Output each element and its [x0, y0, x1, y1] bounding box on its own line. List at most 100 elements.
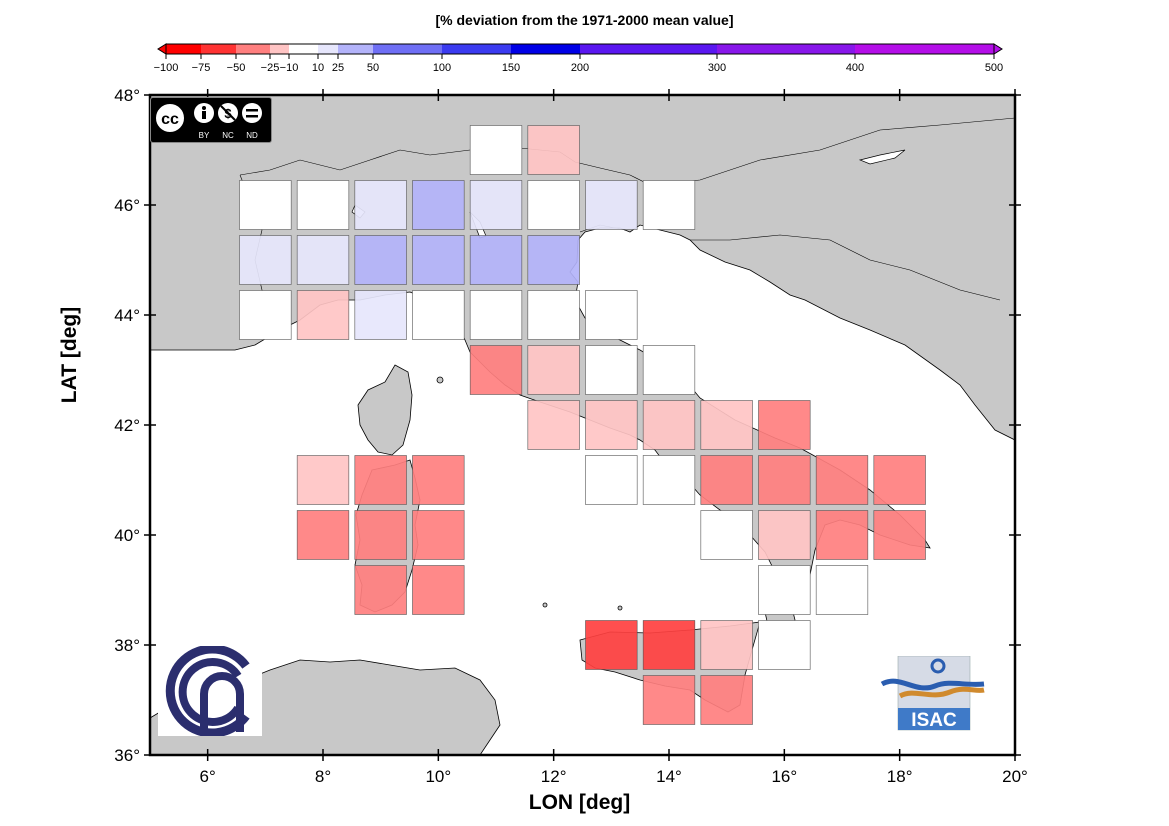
anomaly-cell: [354, 235, 407, 285]
colorbar-swatch: [855, 44, 994, 54]
colorbar-tick-label: 10: [312, 62, 324, 74]
anomaly-cell: [700, 620, 753, 670]
anomaly-cell: [642, 620, 696, 670]
anomaly-cell: [758, 400, 811, 450]
anomaly-cell: [873, 455, 926, 505]
anomaly-cell: [585, 180, 638, 230]
lake-icon: [858, 149, 906, 165]
colorbar-tick-label: −50: [227, 62, 246, 74]
anomaly-cell: [469, 180, 523, 230]
isac-label: ISAC: [911, 710, 957, 731]
anomaly-cell: [815, 510, 869, 560]
anomaly-cell: [700, 400, 753, 450]
colorbar-swatch: [373, 44, 442, 54]
anomaly-cell: [585, 400, 638, 450]
colorbar-tick-label: −75: [192, 62, 211, 74]
anomaly-cell: [354, 510, 407, 560]
anomaly-cell: [296, 455, 350, 505]
colorbar-tick-label: −25: [261, 62, 280, 74]
land-small-island: [617, 605, 623, 611]
anomaly-cell: [296, 235, 350, 285]
anomaly-cell: [585, 290, 638, 340]
anomaly-cell: [758, 510, 811, 560]
colorbar-swatch: [236, 44, 270, 54]
anomaly-cell: [239, 180, 292, 230]
colorbar-swatch: [580, 44, 717, 54]
anomaly-cell: [700, 675, 753, 725]
license-label-nc: NC: [222, 131, 234, 140]
anomaly-cell: [642, 675, 696, 725]
anomaly-cell: [354, 180, 407, 230]
colorbar-swatch: [289, 44, 318, 54]
anomaly-cell: [758, 620, 811, 670]
x-axis-label: LON [deg]: [528, 791, 631, 814]
anomaly-cell: [585, 455, 638, 505]
land-corsica: [357, 364, 413, 456]
cc-license-badge: cc $ BY NC ND: [150, 97, 272, 143]
anomaly-cell: [758, 455, 811, 505]
colorbar-swatch: [318, 44, 338, 54]
anomaly-cell: [642, 345, 696, 395]
anomaly-cell: [354, 290, 407, 340]
colorbar-tick-label: 400: [846, 62, 864, 74]
anomaly-cell: [412, 565, 465, 615]
cc-icon: [154, 102, 186, 134]
colorbar-tick-label: 50: [367, 62, 379, 74]
y-tick-label: 38°: [114, 636, 140, 655]
x-tick-label: 14°: [656, 767, 682, 786]
colorbar-swatch: [717, 44, 855, 54]
anomaly-cell: [642, 180, 696, 230]
anomaly-cell: [296, 180, 350, 230]
wave-icon: [880, 678, 985, 691]
anomaly-cell: [642, 455, 696, 505]
colorbar-tick-label: 25: [332, 62, 344, 74]
border-line: [649, 117, 1015, 186]
x-tick-label: 20°: [1002, 767, 1028, 786]
anomaly-cell: [642, 400, 696, 450]
colorbar-tick-label: 500: [985, 62, 1003, 74]
anomaly-cell: [239, 290, 292, 340]
anomaly-cells: [239, 125, 926, 725]
colorbar-swatch: [442, 44, 511, 54]
anomaly-cell: [469, 235, 523, 285]
anomaly-cell: [296, 510, 350, 560]
anomaly-cell: [527, 180, 580, 230]
license-label-nd: ND: [246, 131, 258, 140]
y-tick-label: 44°: [114, 306, 140, 325]
anomaly-cell: [469, 125, 523, 175]
colorbar-swatch: [511, 44, 580, 54]
colorbar-tick-label: −100: [154, 62, 179, 74]
anomaly-cell: [354, 565, 407, 615]
y-tick-label: 46°: [114, 196, 140, 215]
x-tick-label: 8°: [315, 767, 331, 786]
y-tick-label: 36°: [114, 746, 140, 765]
land-small-island: [542, 602, 548, 608]
x-tick-label: 12°: [541, 767, 567, 786]
y-tick-label: 40°: [114, 526, 140, 545]
colorbar-swatch: [201, 44, 236, 54]
colorbar-title: [% deviation from the 1971-2000 mean val…: [435, 12, 734, 28]
svg-text:cc: cc: [161, 111, 179, 128]
anomaly-cell: [527, 345, 580, 395]
anomaly-cell: [700, 510, 753, 560]
y-tick-label: 48°: [114, 86, 140, 105]
colorbar-swatch: [166, 44, 201, 54]
colorbar-swatch: [338, 44, 373, 54]
y-tick-label: 42°: [114, 416, 140, 435]
x-tick-label: 18°: [887, 767, 913, 786]
anomaly-cell: [412, 290, 465, 340]
license-label-by: BY: [199, 131, 210, 140]
anomaly-cell: [412, 510, 465, 560]
colorbar-tick-label: 150: [502, 62, 520, 74]
anomaly-cell: [469, 345, 523, 395]
border-line: [690, 234, 1001, 301]
axis-ticks: 6° 8° 10° 12° 14° 16° 18° 20° 36° 38° 40° 42° 44° 46°…: [114, 86, 1028, 786]
anomaly-cell: [412, 235, 465, 285]
anomaly-cell: [527, 125, 580, 175]
x-tick-label: 10°: [425, 767, 451, 786]
anomaly-cell: [700, 455, 753, 505]
colorbar-swatch: [270, 44, 289, 54]
anomaly-cell: [527, 400, 580, 450]
anomaly-cell: [469, 290, 523, 340]
nd-icon: [242, 103, 262, 123]
